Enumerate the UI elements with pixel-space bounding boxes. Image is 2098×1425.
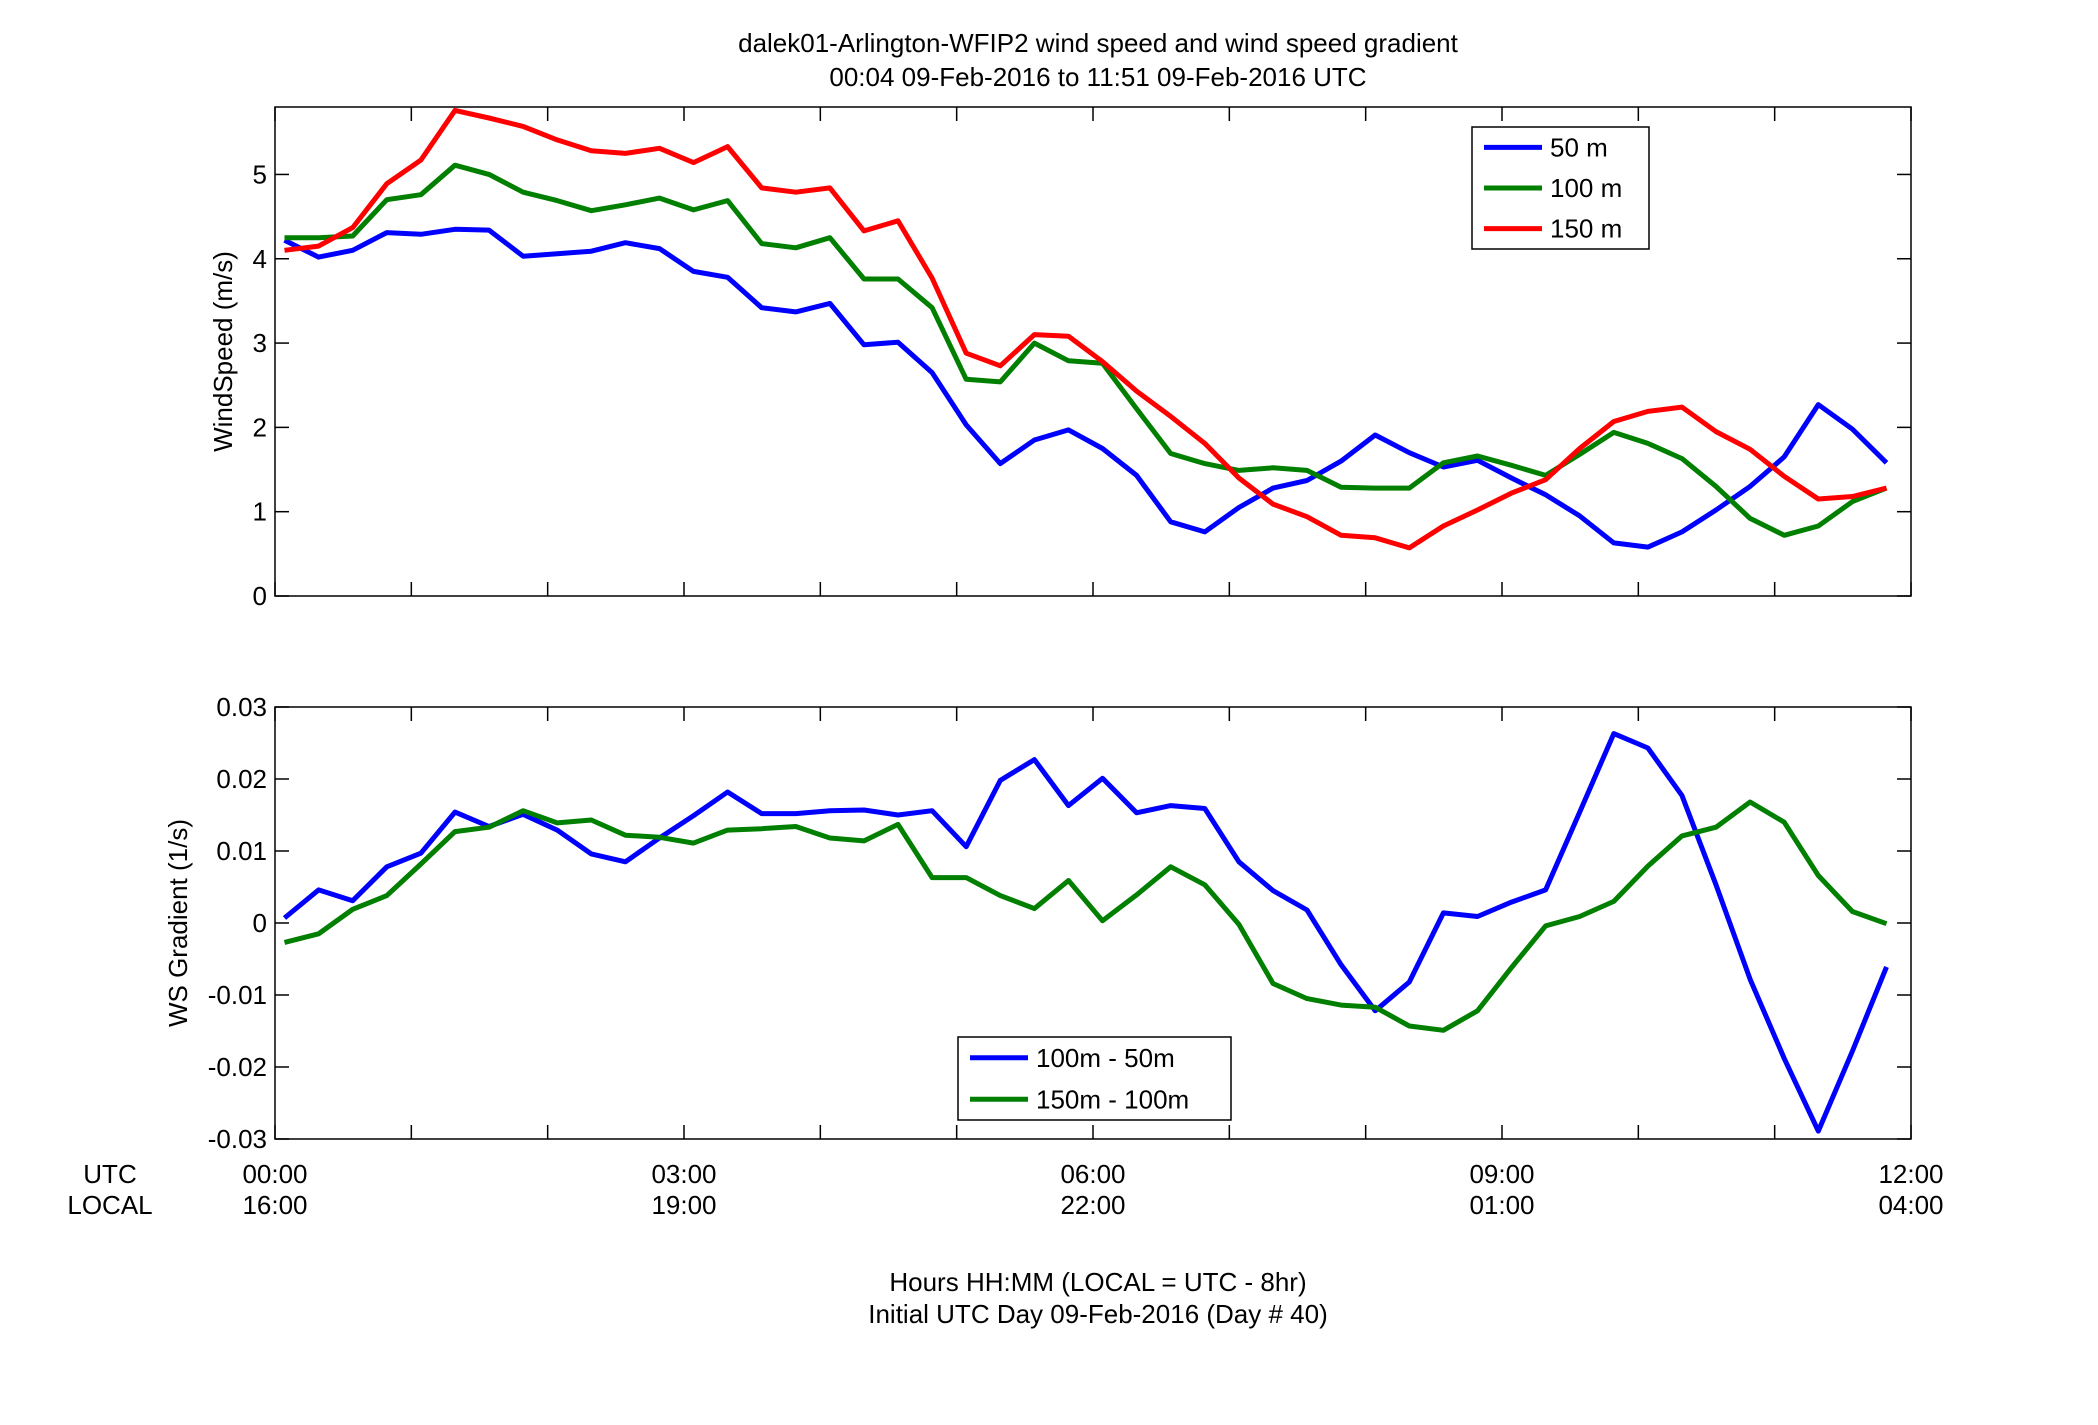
x-tick-label-local: 22:00 bbox=[1060, 1190, 1125, 1220]
x-axis-label-line2: Initial UTC Day 09-Feb-2016 (Day # 40) bbox=[868, 1299, 1328, 1329]
x-axis-label-line1: Hours HH:MM (LOCAL = UTC - 8hr) bbox=[889, 1267, 1306, 1297]
legend: 50 m 100 m 150 m bbox=[1471, 126, 1650, 250]
series-line-100m bbox=[284, 162, 1888, 538]
gradient-panel: -0.03 -0.02 -0.01 0 0.01 0.02 0.03 WS Gradient … bbox=[163, 692, 1912, 1154]
legend-entry: 50 m bbox=[1550, 132, 1608, 162]
legend-entry: 100 m bbox=[1550, 173, 1622, 203]
x-tick-label-local: 01:00 bbox=[1469, 1190, 1534, 1220]
chart-title-line1: dalek01-Arlington-WFIP2 wind speed and w… bbox=[738, 28, 1459, 58]
windspeed-panel: 0 1 2 3 4 5 WindSpeed (m/s) 50 m 100 m 150 m bbox=[208, 106, 1912, 611]
series-line-100m-50m bbox=[282, 731, 1889, 1134]
y-axis-label: WindSpeed (m/s) bbox=[208, 251, 238, 452]
x-tick-label-utc: 06:00 bbox=[1060, 1159, 1125, 1189]
y-tick-label: 5 bbox=[253, 159, 267, 189]
y-tick-label: 0 bbox=[253, 581, 267, 611]
x-tick-label-utc: 09:00 bbox=[1469, 1159, 1534, 1189]
series-line-150m bbox=[284, 107, 1888, 551]
series-line-50m bbox=[283, 226, 1889, 550]
legend: 100m - 50m 150m - 100m bbox=[957, 1036, 1232, 1121]
y-tick-label: -0.01 bbox=[208, 980, 267, 1010]
legend-box bbox=[957, 1036, 1232, 1121]
local-row-label: LOCAL bbox=[67, 1190, 152, 1220]
x-tick-label-local: 16:00 bbox=[242, 1190, 307, 1220]
y-tick-label: 1 bbox=[253, 497, 267, 527]
y-tick-label: 3 bbox=[253, 328, 267, 358]
utc-row-label: UTC bbox=[83, 1159, 136, 1189]
legend-entry: 150m - 100m bbox=[1036, 1084, 1189, 1114]
chart-title-line2: 00:04 09-Feb-2016 to 11:51 09-Feb-2016 U… bbox=[829, 62, 1366, 92]
x-tick-label-utc: 03:00 bbox=[651, 1159, 716, 1189]
y-axis-label: WS Gradient (1/s) bbox=[163, 819, 193, 1027]
legend-entry: 100m - 50m bbox=[1036, 1043, 1175, 1073]
y-tick-label: -0.03 bbox=[208, 1124, 267, 1154]
y-tick-label: 0.03 bbox=[216, 692, 267, 722]
x-tick-label-local: 19:00 bbox=[651, 1190, 716, 1220]
y-tick-label: 0 bbox=[253, 908, 267, 938]
x-tick-label-utc: 12:00 bbox=[1878, 1159, 1943, 1189]
series-line-150m-100m bbox=[283, 799, 1888, 1033]
x-tick-label-utc: 00:00 bbox=[242, 1159, 307, 1189]
legend-entry: 150 m bbox=[1550, 214, 1622, 244]
y-tick-label: 0.02 bbox=[216, 764, 267, 794]
y-tick-label: 2 bbox=[253, 412, 267, 442]
x-tick-label-local: 04:00 bbox=[1878, 1190, 1943, 1220]
y-tick-label: 0.01 bbox=[216, 836, 267, 866]
y-tick-label: -0.02 bbox=[208, 1052, 267, 1082]
y-tick-label: 4 bbox=[253, 244, 267, 274]
